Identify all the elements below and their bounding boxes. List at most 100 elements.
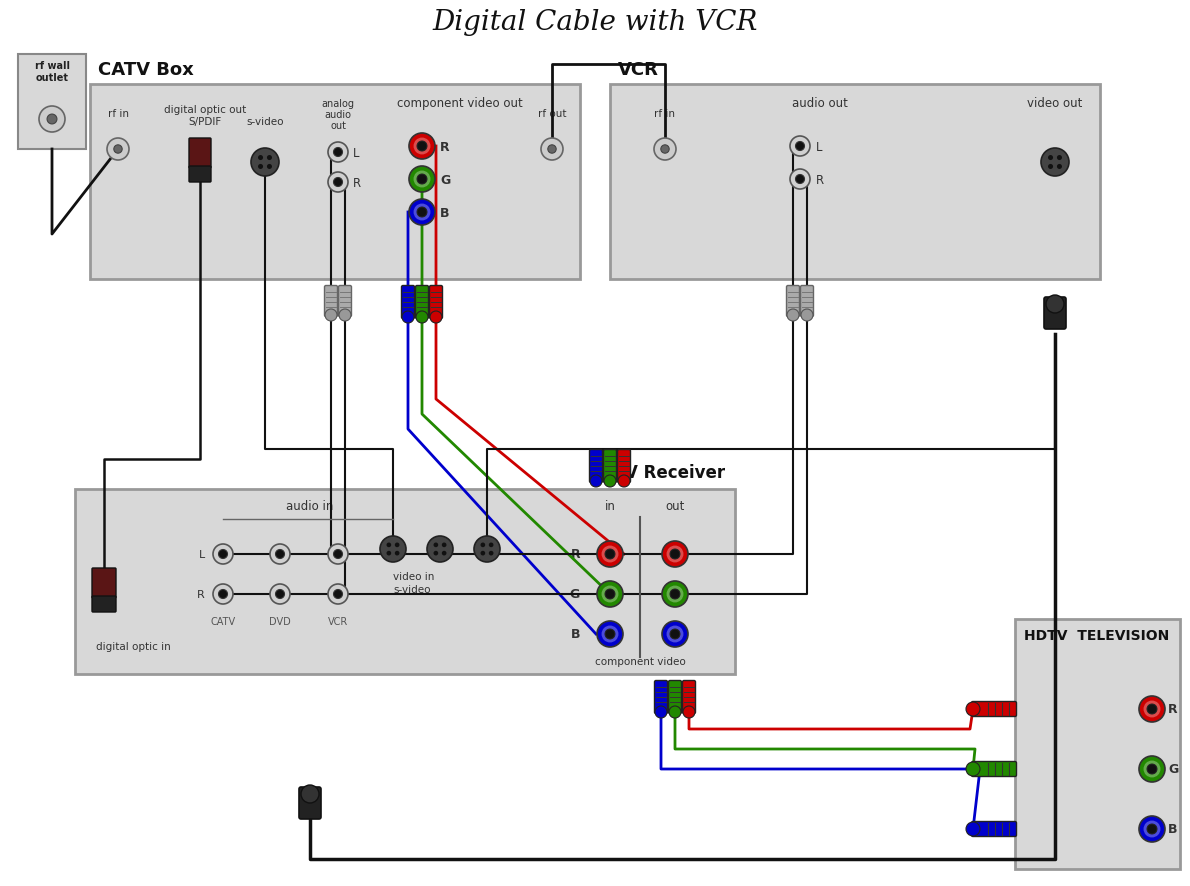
Circle shape <box>39 107 65 133</box>
Circle shape <box>270 544 290 564</box>
Circle shape <box>395 551 400 556</box>
Circle shape <box>966 822 981 836</box>
Circle shape <box>409 167 436 193</box>
Circle shape <box>258 165 263 170</box>
Circle shape <box>213 585 233 604</box>
Circle shape <box>328 143 347 163</box>
Circle shape <box>666 626 683 642</box>
Circle shape <box>387 551 392 556</box>
Circle shape <box>1147 824 1157 834</box>
Circle shape <box>267 156 273 161</box>
Text: analog: analog <box>321 99 355 109</box>
Circle shape <box>276 590 284 599</box>
Text: VCR: VCR <box>328 617 349 626</box>
Text: DVD: DVD <box>269 617 290 626</box>
Circle shape <box>602 626 619 642</box>
FancyBboxPatch shape <box>589 450 602 483</box>
Circle shape <box>409 199 436 226</box>
Circle shape <box>597 581 624 607</box>
Circle shape <box>795 175 804 184</box>
Circle shape <box>801 309 813 322</box>
Circle shape <box>333 550 343 559</box>
Circle shape <box>489 551 494 556</box>
Circle shape <box>1147 704 1157 714</box>
Text: digital optic in: digital optic in <box>95 641 170 651</box>
Circle shape <box>416 312 428 323</box>
Circle shape <box>251 149 278 177</box>
FancyBboxPatch shape <box>1015 619 1180 869</box>
FancyBboxPatch shape <box>299 787 321 819</box>
Text: R: R <box>570 548 580 561</box>
Text: S/PDIF: S/PDIF <box>188 117 221 127</box>
Circle shape <box>414 171 431 188</box>
Text: B: B <box>570 628 580 641</box>
Circle shape <box>1139 696 1165 722</box>
FancyBboxPatch shape <box>603 450 616 483</box>
Circle shape <box>333 590 343 599</box>
Circle shape <box>597 621 624 648</box>
Circle shape <box>618 476 630 487</box>
Text: R: R <box>1169 703 1178 716</box>
FancyBboxPatch shape <box>75 489 735 674</box>
Circle shape <box>1147 765 1157 774</box>
Text: R: R <box>353 176 361 190</box>
FancyBboxPatch shape <box>610 85 1100 280</box>
Text: s-video: s-video <box>246 117 283 127</box>
Circle shape <box>1144 761 1160 778</box>
Text: component video: component video <box>595 657 685 666</box>
Text: audio in: audio in <box>287 500 333 512</box>
FancyBboxPatch shape <box>325 286 338 317</box>
Circle shape <box>481 551 486 556</box>
FancyBboxPatch shape <box>787 286 800 317</box>
Text: video in: video in <box>393 571 434 581</box>
Text: rf out: rf out <box>538 109 566 119</box>
Circle shape <box>795 143 804 152</box>
Circle shape <box>433 551 438 556</box>
Circle shape <box>114 145 123 154</box>
Circle shape <box>790 136 810 157</box>
Text: component video out: component video out <box>397 97 522 110</box>
Circle shape <box>666 586 683 602</box>
Text: A/V Receiver: A/V Receiver <box>606 463 725 481</box>
Circle shape <box>605 549 615 559</box>
Circle shape <box>1046 296 1064 314</box>
Circle shape <box>328 585 347 604</box>
Circle shape <box>660 145 669 154</box>
Circle shape <box>416 142 427 152</box>
Text: HDTV  TELEVISION: HDTV TELEVISION <box>1025 628 1170 642</box>
FancyBboxPatch shape <box>92 568 115 598</box>
Text: L: L <box>199 549 205 559</box>
Circle shape <box>481 543 486 548</box>
Circle shape <box>414 138 431 155</box>
Text: out: out <box>665 500 684 512</box>
Text: video out: video out <box>1027 97 1083 110</box>
Circle shape <box>433 543 438 548</box>
Circle shape <box>1041 149 1069 177</box>
Circle shape <box>258 156 263 161</box>
Circle shape <box>670 589 679 599</box>
FancyBboxPatch shape <box>971 702 1016 717</box>
Circle shape <box>605 629 615 639</box>
Text: R: R <box>440 140 450 153</box>
Text: R: R <box>816 174 825 186</box>
Text: audio out: audio out <box>793 97 848 110</box>
Circle shape <box>654 706 668 719</box>
Circle shape <box>654 139 676 161</box>
Circle shape <box>380 536 406 563</box>
FancyBboxPatch shape <box>189 139 211 169</box>
Text: rf wall: rf wall <box>35 61 69 71</box>
FancyBboxPatch shape <box>92 596 115 612</box>
FancyBboxPatch shape <box>654 680 668 714</box>
Circle shape <box>683 706 695 719</box>
FancyBboxPatch shape <box>338 286 351 317</box>
Text: rf in: rf in <box>107 109 129 119</box>
Circle shape <box>48 115 57 125</box>
Circle shape <box>387 543 392 548</box>
Circle shape <box>1048 156 1053 161</box>
Text: CATV: CATV <box>211 617 236 626</box>
Circle shape <box>1144 820 1160 837</box>
Circle shape <box>339 309 351 322</box>
Circle shape <box>409 134 436 159</box>
Circle shape <box>416 208 427 218</box>
Circle shape <box>605 476 616 487</box>
